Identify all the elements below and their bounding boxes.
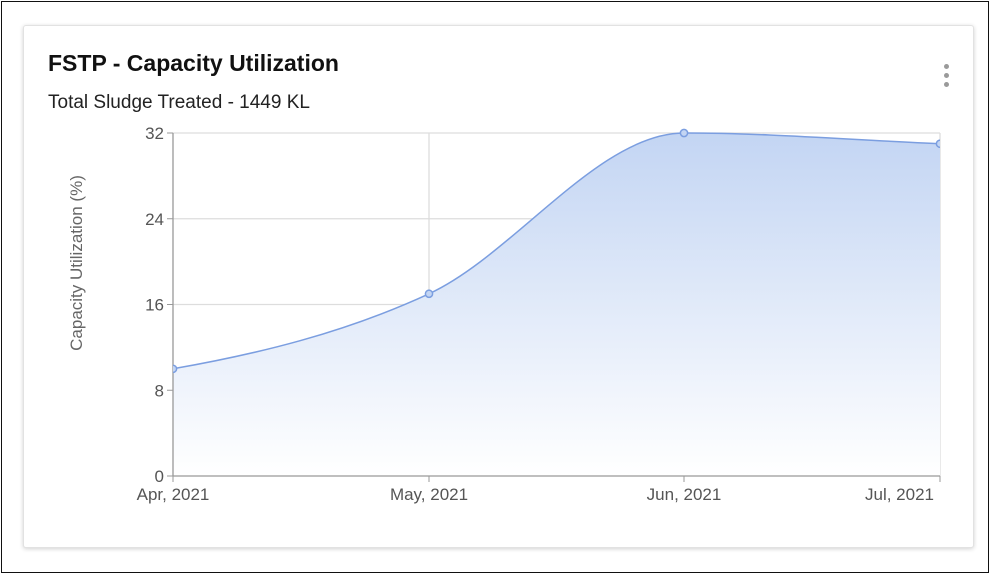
area-series	[173, 132, 940, 476]
y-tick-label: 16	[145, 296, 164, 315]
y-tick-label: 32	[145, 124, 164, 143]
y-axis-title: Capacity Utilization (%)	[67, 175, 86, 351]
card-subtitle: Total Sludge Treated - 1449 KL	[48, 92, 310, 113]
data-point[interactable]	[424, 289, 434, 299]
card-title: FSTP - Capacity Utilization	[48, 50, 339, 76]
data-point[interactable]	[679, 128, 689, 138]
series-line	[173, 132, 940, 370]
data-point[interactable]	[169, 364, 178, 374]
data-point[interactable]	[935, 139, 943, 149]
more-vertical-icon[interactable]	[936, 62, 958, 90]
x-tick-label: Jul, 2021	[865, 485, 934, 504]
y-tick-label: 8	[155, 381, 164, 400]
data-points	[169, 128, 943, 374]
y-tick-label: 24	[145, 210, 164, 229]
area-fill	[173, 133, 940, 476]
x-tick-label: Jun, 2021	[647, 485, 722, 504]
x-tick-label: May, 2021	[390, 485, 468, 504]
x-tick-label: Apr, 2021	[137, 485, 210, 504]
axes: 0 8 16 24 32 Apr, 2021 May, 2021 Jun, 2021 Jul, …	[137, 124, 941, 504]
y-tick-label: 0	[155, 467, 164, 486]
